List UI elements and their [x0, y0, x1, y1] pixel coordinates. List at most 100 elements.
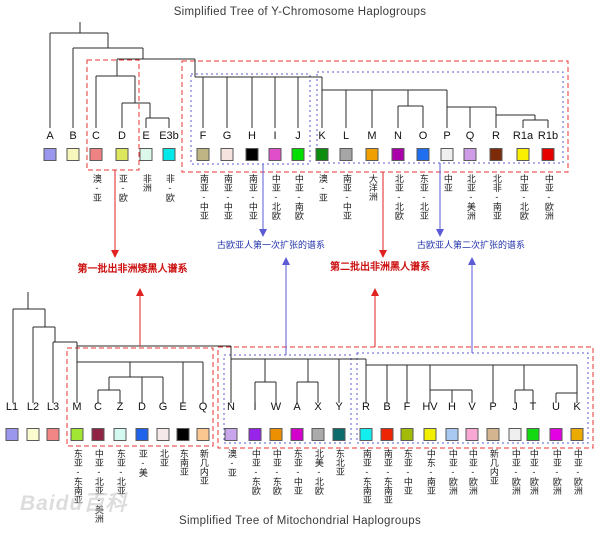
- region-label: 新几内亚: [198, 449, 209, 485]
- color-swatch: [291, 148, 305, 161]
- color-swatch: [5, 428, 19, 441]
- y-cd-red-box: [86, 59, 140, 171]
- blue-down-arrowhead-1: [259, 229, 267, 237]
- region-label: 北非-南亚: [491, 174, 502, 220]
- haplogroup-label: Q: [465, 130, 475, 142]
- haplogroup-leaf: Q 新几内亚: [188, 401, 218, 531]
- haplogroup-label: Y: [335, 401, 343, 413]
- region-label: 非洲: [141, 174, 152, 192]
- blue-up-arrowhead-2: [468, 257, 476, 265]
- haplogroup-label: V: [468, 401, 476, 413]
- haplogroup-leaf: C 中亚-北亚-美洲: [83, 401, 113, 531]
- haplogroup-label: X: [314, 401, 322, 413]
- haplogroup-label: D: [138, 401, 146, 413]
- color-swatch: [541, 148, 555, 161]
- region-label: 东亚-北亚: [418, 174, 429, 220]
- region-label: 中亚-欧洲: [510, 449, 521, 495]
- region-label: 澳-亚: [226, 449, 237, 477]
- color-swatch: [115, 148, 129, 161]
- haplogroup-label: L1: [5, 401, 19, 413]
- haplogroup-label: D: [118, 130, 126, 142]
- color-swatch: [43, 148, 57, 161]
- haplogroup-leaf: I 中亚-东欧: [240, 401, 270, 531]
- region-label: 北亚-美洲: [465, 174, 476, 220]
- haplogroup-leaf: O 东亚-北亚: [408, 130, 438, 240]
- haplogroup-label: M: [72, 401, 82, 413]
- color-swatch: [268, 148, 282, 161]
- haplogroup-label: E: [142, 130, 150, 142]
- haplogroup-leaf: P 新几内亚: [478, 401, 508, 531]
- haplogroup-label: R: [362, 401, 370, 413]
- annotation-second-eurasian-expansion: 古欧亚人第二次扩张的谱系: [416, 240, 525, 250]
- region-label: 中亚-北欧: [270, 174, 281, 220]
- haplogroup-label: E: [179, 401, 187, 413]
- haplogroup-leaf: R1a 中亚-北欧: [508, 130, 538, 240]
- haplogroup-label: I: [273, 130, 277, 142]
- annotation-second-out-of-africa: 第二批出非洲黑人谱系: [330, 262, 430, 273]
- color-swatch: [46, 428, 60, 441]
- mt-tree-title: Simplified Tree of Mitochondrial Haplogr…: [178, 515, 422, 527]
- region-label: 中亚-东欧: [250, 449, 261, 495]
- haplogroup-leaf: A: [35, 130, 65, 240]
- haplogroup-label: P: [443, 130, 451, 142]
- color-swatch: [365, 148, 379, 161]
- haplogroup-leaf: T 中亚-欧洲: [518, 401, 548, 531]
- haplogroup-leaf: F 东亚-中亚: [392, 401, 422, 531]
- blue-arrows: [259, 163, 476, 355]
- haplogroup-label: Z: [116, 401, 124, 413]
- haplogroup-label: M: [367, 130, 377, 142]
- haplogroup-leaf: E3b 非-欧: [154, 130, 184, 240]
- haplogroup-label: HV: [422, 401, 438, 413]
- haplogroup-label: A: [293, 401, 301, 413]
- mt-m-red-box: [66, 347, 214, 447]
- color-swatch: [70, 428, 84, 441]
- haplogroup-label: T: [529, 401, 537, 413]
- haplogroup-leaf: Z 东亚-北亚: [105, 401, 135, 531]
- haplogroup-leaf: L 南亚-中亚: [331, 130, 361, 240]
- region-label: 南亚-中亚: [247, 174, 258, 220]
- haplogroup-leaf: G 北亚: [148, 401, 178, 531]
- region-label: 中东-南亚: [425, 449, 436, 495]
- color-swatch: [516, 148, 530, 161]
- color-swatch: [315, 148, 329, 161]
- y-tree-title: Simplified Tree of Y-Chromosome Haplogro…: [173, 6, 427, 18]
- color-swatch: [311, 428, 325, 441]
- color-swatch: [135, 428, 149, 441]
- haplogroup-label: G: [222, 130, 232, 142]
- color-swatch: [489, 148, 503, 161]
- region-label: 东南亚: [178, 449, 189, 476]
- region-label: 中亚-欧洲: [543, 174, 554, 220]
- mt-n-blue-box: [223, 354, 352, 444]
- color-swatch: [391, 148, 405, 161]
- haplogroup-leaf: H 中亚-欧洲: [437, 401, 467, 531]
- region-label: 东亚-中亚: [292, 449, 303, 495]
- haplogroup-label: C: [92, 130, 100, 142]
- color-swatch: [139, 148, 153, 161]
- haplogroup-leaf: J 中亚-欧洲: [500, 401, 530, 531]
- haplogroup-label: O: [418, 130, 428, 142]
- color-swatch: [445, 428, 459, 441]
- haplogroup-leaf: K 澳-亚: [307, 130, 337, 240]
- haplogroup-leaf: M 东亚-东南亚: [62, 401, 92, 531]
- region-label: 中亚-北欧: [518, 174, 529, 220]
- region-label: 南亚-中亚: [222, 174, 233, 220]
- haplogroup-label: W: [270, 401, 282, 413]
- color-swatch: [423, 428, 437, 441]
- region-label: 大洋洲: [367, 174, 378, 201]
- region-label: 北亚: [158, 449, 169, 467]
- region-label: 中亚-南欧: [293, 174, 304, 220]
- region-label: 新几内亚: [488, 449, 499, 485]
- haplogroup-label: N: [227, 401, 235, 413]
- haplogroup-leaf: E 东南亚: [168, 401, 198, 531]
- haplogroup-label: K: [573, 401, 581, 413]
- haplogroup-leaf: B: [58, 130, 88, 240]
- color-swatch: [113, 428, 127, 441]
- color-swatch: [332, 428, 346, 441]
- haplogroup-leaf: D 亚-美: [127, 401, 157, 531]
- region-label: 北美-北欧: [313, 449, 324, 495]
- haplogroup-leaf: A 东亚-中亚: [282, 401, 312, 531]
- haplogroup-label: K: [318, 130, 326, 142]
- color-swatch: [465, 428, 479, 441]
- haplogroup-label: Q: [198, 401, 208, 413]
- haplogroup-label: H: [448, 401, 456, 413]
